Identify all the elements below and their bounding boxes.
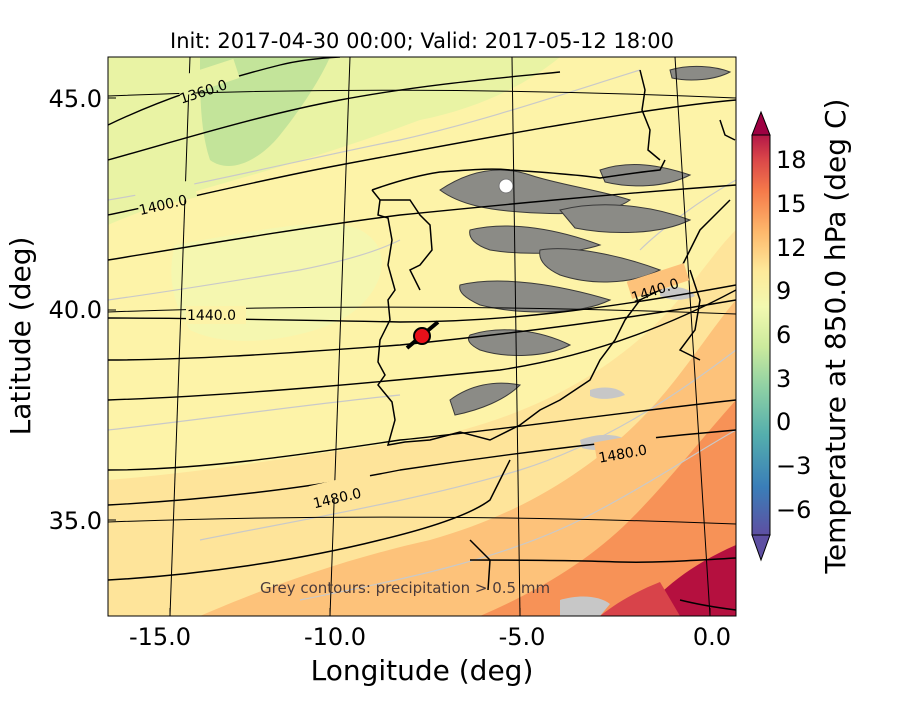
y-tick-label: 45.0 [49, 85, 102, 113]
y-tick-label: 40.0 [49, 296, 102, 324]
x-tick-label: -5.0 [499, 623, 546, 651]
chart-title: Init: 2017-04-30 00:00; Valid: 2017-05-1… [170, 29, 674, 53]
colorbar-tick-label: 9 [776, 277, 791, 305]
snow-spot [498, 178, 514, 194]
y-axis: 45.0 40.0 35.0 [49, 85, 116, 535]
colorbar-tick-label: 15 [776, 190, 807, 218]
precipitation-contours [439, 65, 732, 416]
contour-label-1440-west: 1440.0 [187, 308, 236, 324]
precipitation-annotation: Grey contours: precipitation > 0.5 mm [260, 579, 550, 597]
colorbar: 18 15 12 9 6 3 0 −3 −6 Temperature at 85… [751, 99, 852, 575]
temperature-isolines [108, 69, 736, 601]
colorbar-body [751, 134, 771, 536]
map-frame [107, 56, 737, 617]
coastlines [108, 69, 736, 611]
y-tick-label: 35.0 [49, 507, 102, 535]
colorbar-tick-label: −6 [776, 496, 811, 524]
colorbar-label: Temperature at 850.0 hPa (deg C) [819, 99, 852, 575]
x-tick-label: -15.0 [129, 623, 191, 651]
map-panel [108, 57, 736, 616]
colorbar-tick-label: 18 [776, 146, 807, 174]
hot-edge-region [600, 582, 680, 616]
colorbar-tick-label: 12 [776, 234, 807, 262]
x-tick-label: 0.0 [693, 623, 731, 651]
x-axis-label: Longitude (deg) [311, 654, 534, 687]
x-axis: -15.0 -10.0 -5.0 0.0 [129, 608, 731, 651]
colorbar-tick-label: 6 [776, 321, 791, 349]
colorbar-tick-label: −3 [776, 452, 811, 480]
colorbar-tick-label: 0 [776, 408, 791, 436]
x-tick-label: -10.0 [304, 623, 366, 651]
coldest-region [200, 57, 330, 166]
colorbar-extend-high [751, 110, 771, 136]
colorbar-tick-label: 3 [776, 365, 791, 393]
colorbar-extend-low [751, 534, 771, 562]
y-axis-label: Latitude (deg) [4, 237, 37, 436]
location-dot-icon [405, 320, 440, 350]
warmer-region [200, 300, 736, 616]
